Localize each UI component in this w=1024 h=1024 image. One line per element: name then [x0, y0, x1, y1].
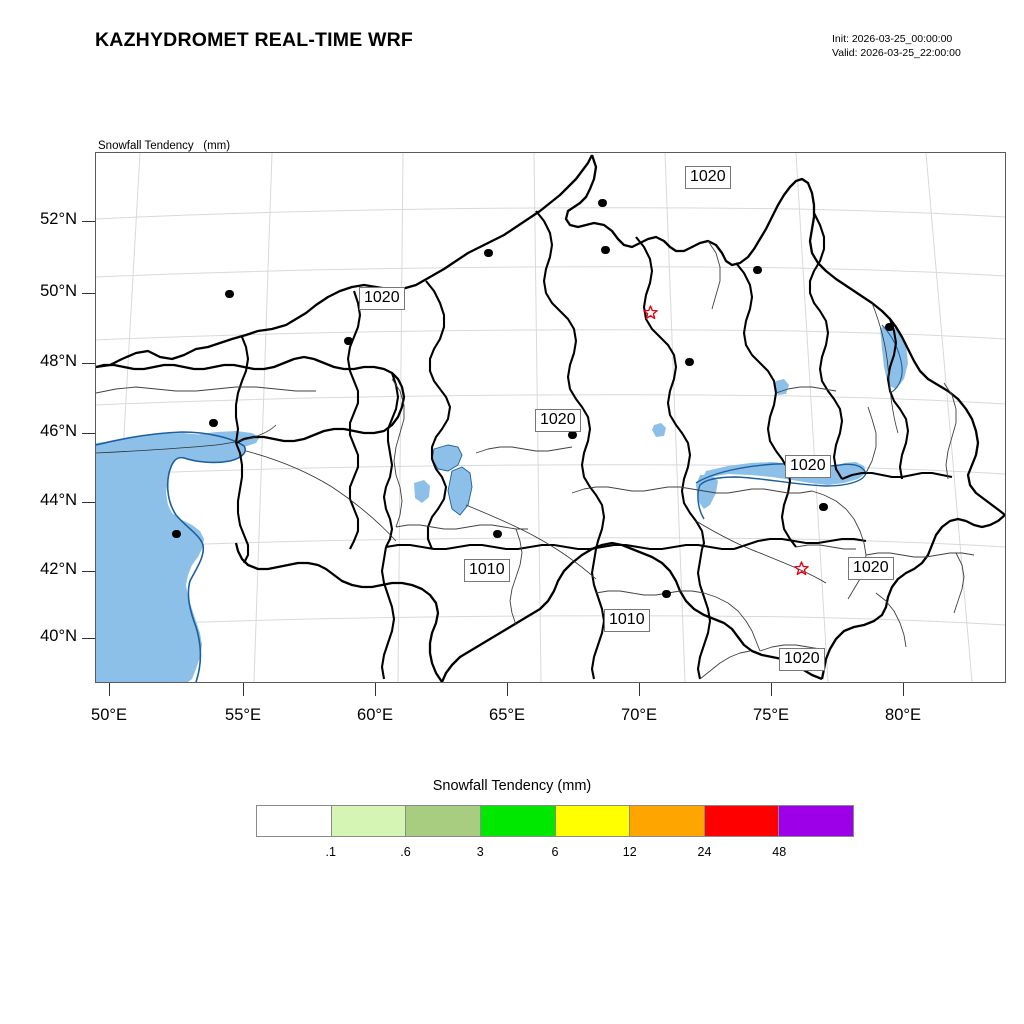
city-dot-icon — [885, 322, 894, 331]
colorbar-title: Snowfall Tendency (mm) — [432, 778, 592, 794]
colorbar-segment-2[interactable] — [406, 806, 481, 836]
city-dot-icon — [662, 589, 671, 598]
city-marker-aktobe[interactable] — [344, 331, 354, 349]
page-title: KAZHYDROMET REAL-TIME WRF — [95, 29, 414, 51]
colorbar[interactable] — [256, 805, 854, 837]
lat-tick-label-40: 40°N — [40, 627, 77, 645]
lat-tick-label-50: 50°N — [40, 282, 77, 300]
city-marker-ustkamen[interactable] — [885, 317, 895, 335]
rivers — [96, 302, 899, 584]
lat-tick-label-52: 52°N — [40, 210, 77, 228]
capital-marker-almaty[interactable] — [794, 561, 810, 579]
lat-tick-mark — [82, 221, 95, 222]
pressure-contour-label: 1020 — [848, 557, 894, 580]
lon-tick-mark — [243, 683, 244, 696]
lon-tick-label-50: 50°E — [91, 706, 127, 724]
city-marker-pavlodar[interactable] — [753, 260, 763, 278]
colorbar-tick-label-12: 12 — [622, 845, 637, 859]
lat-tick-label-42: 42°N — [40, 560, 77, 578]
city-marker-petropavlovsk[interactable] — [598, 193, 608, 211]
lat-tick-label-46: 46°N — [40, 422, 77, 440]
city-marker-taldykurgan[interactable] — [819, 497, 829, 515]
city-dot-icon — [209, 418, 218, 427]
model-run-info: Init: 2026-03-25_00:00:00 Valid: 2026-03… — [832, 33, 961, 60]
lon-tick-mark — [771, 683, 772, 696]
city-dot-icon — [601, 245, 610, 254]
city-dot-icon — [568, 430, 577, 439]
field-label-snowfall: Snowfall Tendency (mm) — [98, 140, 231, 152]
lat-tick-mark — [82, 571, 95, 572]
colorbar-tick-label-.1: .1 — [325, 845, 336, 859]
capital-star-icon — [643, 305, 658, 320]
colorbar-tick-label-48: 48 — [772, 845, 787, 859]
graticule — [96, 153, 1005, 682]
lon-tick-label-60: 60°E — [357, 706, 393, 724]
colorbar-segment-1[interactable] — [331, 806, 407, 836]
lat-tick-label-48: 48°N — [40, 352, 77, 370]
water-bodies — [96, 324, 908, 682]
city-dot-icon — [819, 502, 828, 511]
pressure-contour-label: 1020 — [785, 455, 831, 478]
lat-tick-mark — [82, 433, 95, 434]
lon-tick-mark — [375, 683, 376, 696]
colorbar-segment-5[interactable] — [630, 806, 705, 836]
colorbar-segment-6[interactable] — [704, 806, 780, 836]
pressure-contour-label: 1010 — [464, 559, 510, 582]
lon-tick-mark — [639, 683, 640, 696]
colorbar-tick-label-24: 24 — [697, 845, 712, 859]
city-dot-icon — [598, 198, 607, 207]
colorbar-tick-label-3: 3 — [476, 845, 484, 859]
colorbar-tick-label-6: 6 — [551, 845, 559, 859]
lon-tick-mark — [507, 683, 508, 696]
lon-tick-label-55: 55°E — [225, 706, 261, 724]
valid-time: Valid: 2026-03-25_22:00:00 — [832, 46, 961, 59]
map-graphic — [96, 153, 1005, 682]
lon-tick-label-75: 75°E — [753, 706, 789, 724]
city-marker-karaganda[interactable] — [685, 352, 695, 370]
colorbar-segment-4[interactable] — [555, 806, 631, 836]
pressure-contour-label: 1010 — [604, 609, 650, 632]
city-marker-aktau[interactable] — [172, 524, 182, 542]
lat-tick-mark — [82, 502, 95, 503]
province-borders — [234, 210, 953, 680]
city-dot-icon — [172, 529, 181, 538]
colorbar-segment-7[interactable] — [779, 806, 853, 836]
pressure-contour-label: 1020 — [685, 166, 731, 189]
lon-tick-mark — [109, 683, 110, 696]
lat-tick-mark — [82, 638, 95, 639]
city-marker-uralsk[interactable] — [225, 284, 235, 302]
lat-tick-mark — [82, 293, 95, 294]
lon-tick-label-70: 70°E — [621, 706, 657, 724]
lat-tick-label-44: 44°N — [40, 491, 77, 509]
city-marker-taraz[interactable] — [662, 584, 672, 602]
lon-tick-mark — [903, 683, 904, 696]
city-dot-icon — [344, 336, 353, 345]
colorbar-tick-label-.6: .6 — [400, 845, 411, 859]
city-dot-icon — [225, 289, 234, 298]
map-panel[interactable]: 1020 1020 1020 1020 1010 1020 1010 1020 — [95, 152, 1006, 683]
city-marker-zheskazgan[interactable] — [568, 425, 578, 443]
city-marker-kostanay[interactable] — [484, 243, 494, 261]
city-marker-kyzylorda[interactable] — [493, 524, 503, 542]
city-marker-kokshetau[interactable] — [601, 240, 611, 258]
colorbar-segment-3[interactable] — [480, 806, 556, 836]
capital-star-icon — [794, 561, 809, 576]
pressure-contour-label: 1020 — [535, 409, 581, 432]
city-dot-icon — [753, 265, 762, 274]
lat-tick-mark — [82, 363, 95, 364]
city-marker-atyrau[interactable] — [209, 413, 219, 431]
init-time: Init: 2026-03-25_00:00:00 — [832, 33, 953, 45]
capital-marker-astana[interactable] — [643, 305, 659, 323]
city-dot-icon — [484, 248, 493, 257]
city-dot-icon — [685, 357, 694, 366]
lon-tick-label-65: 65°E — [489, 706, 525, 724]
secondary-borders — [96, 240, 975, 680]
colorbar-segment-0[interactable] — [257, 806, 332, 836]
pressure-contour-label: 1020 — [779, 648, 825, 671]
city-dot-icon — [493, 529, 502, 538]
pressure-contour-label: 1020 — [359, 287, 405, 310]
lon-tick-label-80: 80°E — [885, 706, 921, 724]
